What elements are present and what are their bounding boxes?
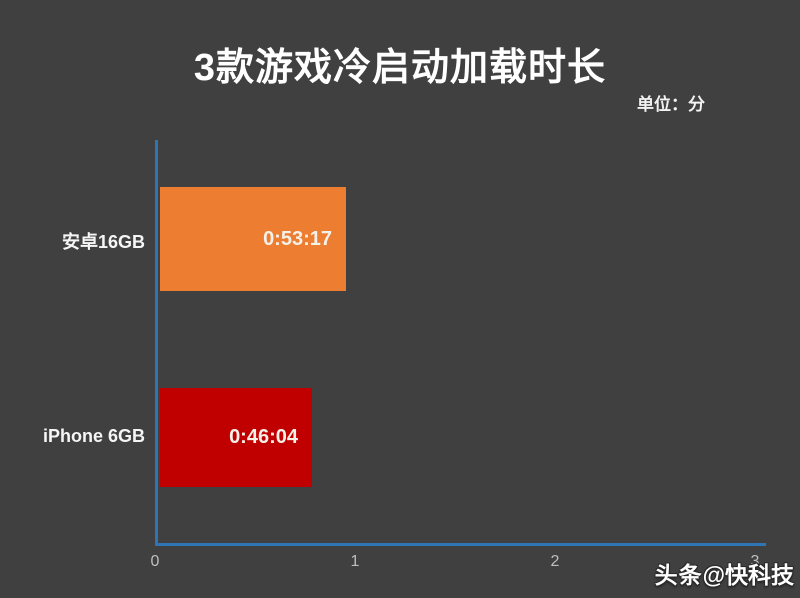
bar-row: 0:53:17 <box>160 187 346 291</box>
watermark-handle: @快科技 <box>702 562 794 588</box>
x-axis-tick-label: 1 <box>350 553 360 570</box>
category-label-android-16gb: 安卓16GB <box>61 232 145 252</box>
plot-area: 0:53:17 0:46:04 <box>155 140 766 546</box>
chart-title: 3款游戏冷启动加载时长 <box>193 47 607 89</box>
category-label-iphone-6gb: iPhone 6GB <box>42 426 145 446</box>
bar-row: 0:46:04 <box>160 388 312 487</box>
x-axis-tick-label: 3 <box>750 553 760 570</box>
bar-android-16gb: 0:53:17 <box>160 187 346 291</box>
watermark: 头条@快科技 <box>655 556 794 590</box>
x-axis-tick-label: 0 <box>150 553 160 570</box>
x-axis-tick-label: 2 <box>550 553 560 570</box>
bar-iphone-6gb: 0:46:04 <box>160 388 312 487</box>
bar-value-label: 0:53:17 <box>263 227 332 250</box>
bar-value-label: 0:46:04 <box>229 426 298 448</box>
watermark-prefix: 头条 <box>654 562 703 588</box>
unit-label: 单位：分 <box>637 95 705 114</box>
